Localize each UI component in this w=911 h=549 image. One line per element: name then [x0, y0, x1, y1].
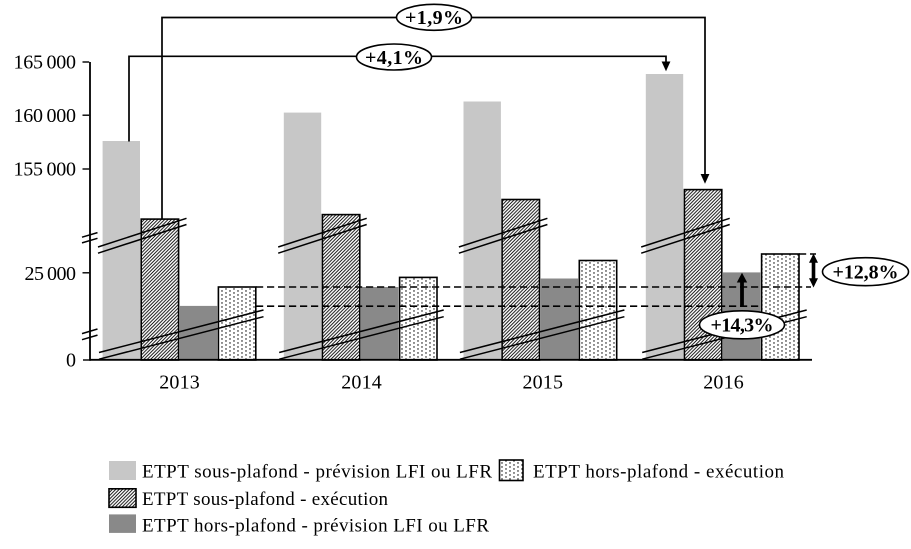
svg-text:155 000: 155 000 [14, 158, 77, 180]
svg-text:2013: 2013 [159, 372, 200, 394]
svg-text:ETPT sous-plafond - prévision: ETPT sous-plafond - prévision LFI ou LFR [142, 462, 492, 483]
svg-text:0: 0 [66, 350, 76, 372]
svg-text:25 000: 25 000 [25, 263, 77, 285]
svg-text:+14,3%: +14,3% [711, 315, 774, 337]
svg-text:165 000: 165 000 [14, 51, 77, 73]
svg-text:160 000: 160 000 [14, 105, 77, 127]
svg-text:2014: 2014 [341, 372, 382, 394]
svg-text:ETPT hors-plafond - exécution: ETPT hors-plafond - exécution [533, 462, 785, 483]
svg-text:2016: 2016 [703, 372, 744, 394]
svg-text:+1,9%: +1,9% [405, 7, 463, 29]
svg-text:ETPT hors-plafond - prévision: ETPT hors-plafond - prévision LFI ou LFR [142, 515, 489, 536]
svg-text:ETPT sous-plafond - exécution: ETPT sous-plafond - exécution [142, 489, 389, 510]
svg-text:+4,1%: +4,1% [365, 47, 423, 69]
svg-text:+12,8%: +12,8% [833, 262, 899, 284]
svg-text:2015: 2015 [522, 372, 563, 394]
